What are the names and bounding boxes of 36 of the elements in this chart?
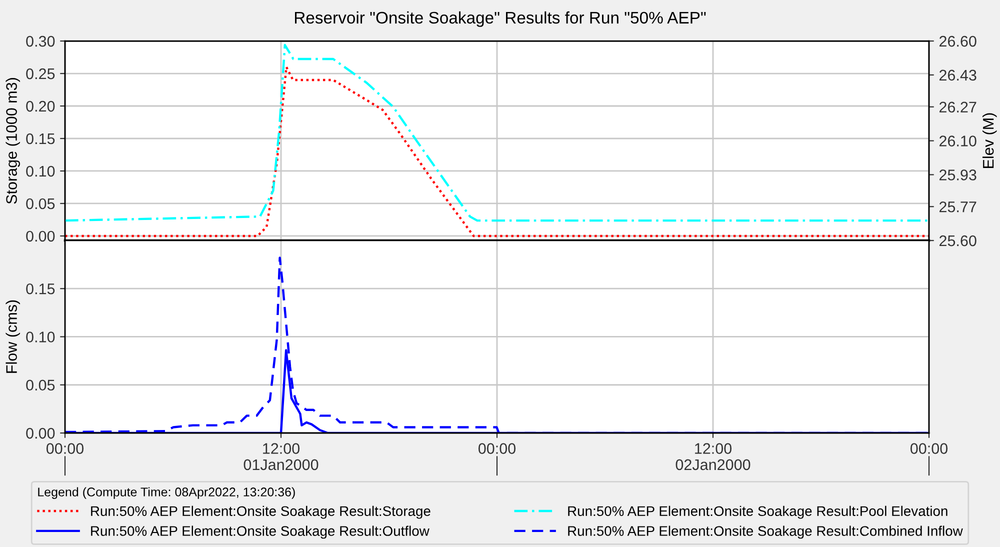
x-tick-label: 00:00 [478,443,516,454]
y-tick-label: 0.05 [26,198,55,210]
line-series [65,44,929,222]
y-tick-label: 0.15 [26,133,55,144]
y-axis-title: Flow (cms) [6,300,20,373]
x2-tick-label: 01Jan2000 [244,459,318,470]
legend-label: Run:50% AEP Element:Onsite Soakage Result:Combined Inflow [568,526,963,539]
y-tick-label: 0.00 [26,230,55,242]
y2-tick-label: 26.60 [939,36,976,47]
x-tick-label: 00:00 [910,443,948,454]
y-tick-label: 0.25 [26,68,55,80]
y2-tick-label: 25.60 [939,235,976,246]
legend-label: Run:50% AEP Element:Onsite Soakage Result:Pool Elevation [568,506,948,519]
y-tick-label: 0.05 [26,380,55,391]
x-tick-label: 12:00 [263,443,300,454]
y2-axis-title: Elev (M) [982,113,997,168]
y2-tick-label: 25.93 [939,170,976,180]
y-tick-label: 0.00 [26,428,55,439]
chart-title: Reservoir "Onsite Soakage" Results for Run "50% AEP" [295,11,706,27]
x2-tick-label: 02Jan2000 [676,459,750,470]
legend-label: Run:50% AEP Element:Onsite Soakage Result:Outflow [91,526,430,539]
x-tick-label: 00:00 [46,443,84,454]
y2-tick-label: 26.43 [939,70,976,81]
y2-tick-label: 26.10 [939,136,976,146]
y2-tick-label: 25.77 [939,201,976,212]
legend-title: Legend (Compute Time: 08Apr2022, 13:20:36) [38,487,295,499]
y-tick-label: 0.10 [26,166,55,177]
y-axis-title: Storage (1000 m3) [6,78,20,204]
y-tick-label: 0.20 [26,100,55,112]
y-tick-label: 0.10 [26,332,55,342]
legend-label: Run:50% AEP Element:Onsite Soakage Result:Storage [91,506,430,519]
y-tick-label: 0.30 [26,36,55,47]
line-series [65,66,929,238]
y2-tick-label: 26.27 [939,102,976,113]
x-tick-label: 12:00 [695,443,732,454]
y-tick-label: 0.15 [26,283,55,294]
